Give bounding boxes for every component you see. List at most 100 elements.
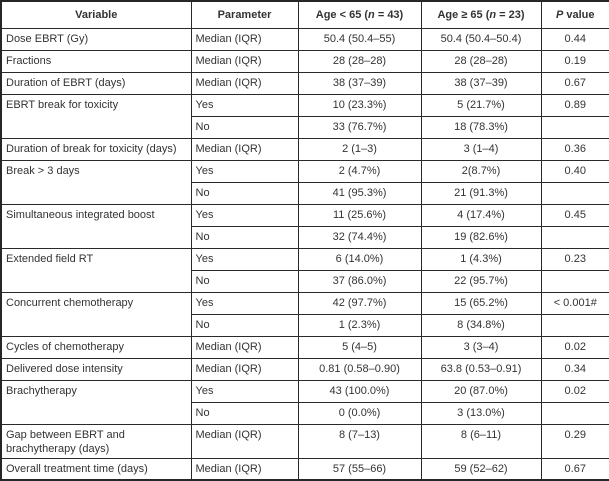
age-lt-65-cell: 10 (23.3%) [297,93,422,117]
table-row-sib-no: No 32 (74.4%) 19 (82.6%) [1,225,609,249]
header-row: Variable Parameter Age < 65 (n = 43) Age… [0,0,609,29]
age-lt-65-cell: 50.4 (50.4–55) [297,27,422,51]
p-value-cell: 0.45 [540,203,609,227]
parameter-cell: No [190,181,299,205]
col-header-age-ge-65: Age ≥ 65 (n = 23) [420,0,542,29]
parameter-cell: Median (IQR) [190,357,299,381]
parameter-cell: No [190,269,299,293]
parameter-cell: No [190,401,299,425]
table-row-brachytherapy-yes: Brachytherapy Yes 43 (100.0%) 20 (87.0%)… [0,379,609,425]
parameter-cell: Yes [190,247,299,271]
parameter-cell: No [190,313,299,337]
p-value-cell: 0.36 [540,137,609,161]
table-row-overall-time: Overall treatment time (days) Median (IQ… [0,457,609,481]
age-ge-65-cell: 22 (95.7%) [420,269,542,293]
parameter-cell: Median (IQR) [190,335,299,359]
variable-cell: Overall treatment time (days) [0,457,192,481]
col-header-parameter: Parameter [190,0,299,29]
p-value-cell [540,181,609,205]
p-value-cell: 0.29 [540,423,609,459]
age-ge-65-cell: 63.8 (0.53–0.91) [420,357,542,381]
age-ge-65-cell: 15 (65.2%) [420,291,542,315]
age-ge-65-prefix: Age ≥ 65 ( [437,8,490,21]
parameter-cell: Yes [190,291,299,315]
col-header-age-lt-65: Age < 65 (n = 43) [297,0,422,29]
variable-cell: Fractions [0,49,192,73]
age-lt-65-cell: 5 (4–5) [297,335,422,359]
p-value-cell: 0.23 [540,247,609,271]
parameter-cell: Yes [190,159,299,183]
table-row-duration-ebrt: Duration of EBRT (days) Median (IQR) 38 … [0,71,609,95]
age-ge-65-cell: 50.4 (50.4–50.4) [420,27,542,51]
variable-cell: Extended field RT [0,247,192,293]
age-ge-65-cell: 2(8.7%) [420,159,542,183]
p-value-cell [540,225,609,249]
age-lt-65-cell: 6 (14.0%) [297,247,422,271]
p-symbol: P [555,8,564,21]
p-value-cell: 0.02 [540,335,609,359]
col-header-variable: Variable [0,0,192,29]
p-value-suffix: value [563,8,595,21]
age-lt-65-cell: 28 (28–28) [297,49,422,73]
age-lt-65-cell: 0 (0.0%) [297,401,422,425]
variable-cell: Duration of break for toxicity (days) [0,137,192,161]
age-ge-65-cell: 8 (34.8%) [420,313,542,337]
variable-cell: Dose EBRT (Gy) [0,27,192,51]
parameter-cell: Median (IQR) [190,71,299,95]
age-lt-65-cell: 2 (1–3) [297,137,422,161]
table-row-delivered-dose: Delivered dose intensity Median (IQR) 0.… [0,357,609,381]
age-lt-65-cell: 11 (25.6%) [297,203,422,227]
table-row-brachytherapy-no: No 0 (0.0%) 3 (13.0%) [1,401,609,425]
p-value-cell: 0.67 [540,457,609,481]
age-lt-65-suffix: = 43) [374,8,404,21]
table-row-cycles-chemo: Cycles of chemotherapy Median (IQR) 5 (4… [0,335,609,359]
parameter-cell: Median (IQR) [190,49,299,73]
age-lt-65-cell: 33 (76.7%) [297,115,422,139]
table-row-gap-ebrt-brachy: Gap between EBRT and brachytherapy (days… [0,423,609,459]
p-value-cell [540,115,609,139]
age-ge-65-cell: 28 (28–28) [420,49,542,73]
parameter-cell: Yes [190,379,299,403]
p-value-cell: 0.40 [540,159,609,183]
variable-cell: Break > 3 days [0,159,192,205]
p-value-cell: 0.34 [540,357,609,381]
table-row-ebrt-break-no: No 33 (76.7%) 18 (78.3%) [1,115,609,139]
age-lt-65-cell: 43 (100.0%) [297,379,422,403]
p-value-cell: < 0.001# [540,291,609,315]
age-lt-65-prefix: Age < 65 ( [315,8,369,21]
age-ge-65-cell: 5 (21.7%) [420,93,542,117]
parameter-cell: Median (IQR) [190,137,299,161]
variable-cell: Brachytherapy [0,379,192,425]
age-ge-65-cell: 3 (13.0%) [420,401,542,425]
table-row-extended-field-yes: Extended field RT Yes 6 (14.0%) 1 (4.3%)… [0,247,609,293]
table-row-fractions: Fractions Median (IQR) 28 (28–28) 28 (28… [0,49,609,73]
age-lt-65-cell: 32 (74.4%) [297,225,422,249]
age-lt-65-n-symbol: n [368,8,375,21]
parameter-cell: Yes [190,93,299,117]
p-value-cell [540,313,609,337]
p-value-cell: 0.19 [540,49,609,73]
col-header-p-value: P value [540,0,609,29]
age-ge-65-cell: 1 (4.3%) [420,247,542,271]
table-row-dose-ebrt: Dose EBRT (Gy) Median (IQR) 50.4 (50.4–5… [0,27,609,51]
table-row-sib-yes: Simultaneous integrated boost Yes 11 (25… [0,203,609,249]
age-lt-65-cell: 42 (97.7%) [297,291,422,315]
table-row-concurrent-chemo-yes: Concurrent chemotherapy Yes 42 (97.7%) 1… [0,291,609,337]
parameter-cell: Median (IQR) [190,423,299,459]
variable-cell: Cycles of chemotherapy [0,335,192,359]
parameter-cell: Median (IQR) [190,27,299,51]
age-ge-65-cell: 21 (91.3%) [420,181,542,205]
age-ge-65-cell: 38 (37–39) [420,71,542,95]
age-lt-65-cell: 41 (95.3%) [297,181,422,205]
parameter-cell: No [190,225,299,249]
variable-cell: Gap between EBRT and brachytherapy (days… [0,423,192,459]
p-value-cell: 0.02 [540,379,609,403]
variable-cell: Duration of EBRT (days) [0,71,192,95]
age-ge-65-cell: 4 (17.4%) [420,203,542,227]
age-ge-65-cell: 8 (6–11) [420,423,542,459]
p-value-cell: 0.44 [540,27,609,51]
table-row-concurrent-chemo-no: No 1 (2.3%) 8 (34.8%) [1,313,609,337]
age-ge-65-cell: 20 (87.0%) [420,379,542,403]
age-ge-65-cell: 59 (52–62) [420,457,542,481]
